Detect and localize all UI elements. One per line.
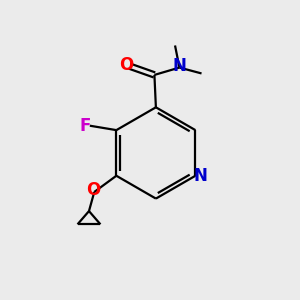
Text: O: O (86, 182, 100, 200)
Text: N: N (194, 167, 208, 185)
Text: N: N (172, 57, 186, 75)
Text: O: O (119, 56, 133, 74)
Text: F: F (80, 117, 91, 135)
